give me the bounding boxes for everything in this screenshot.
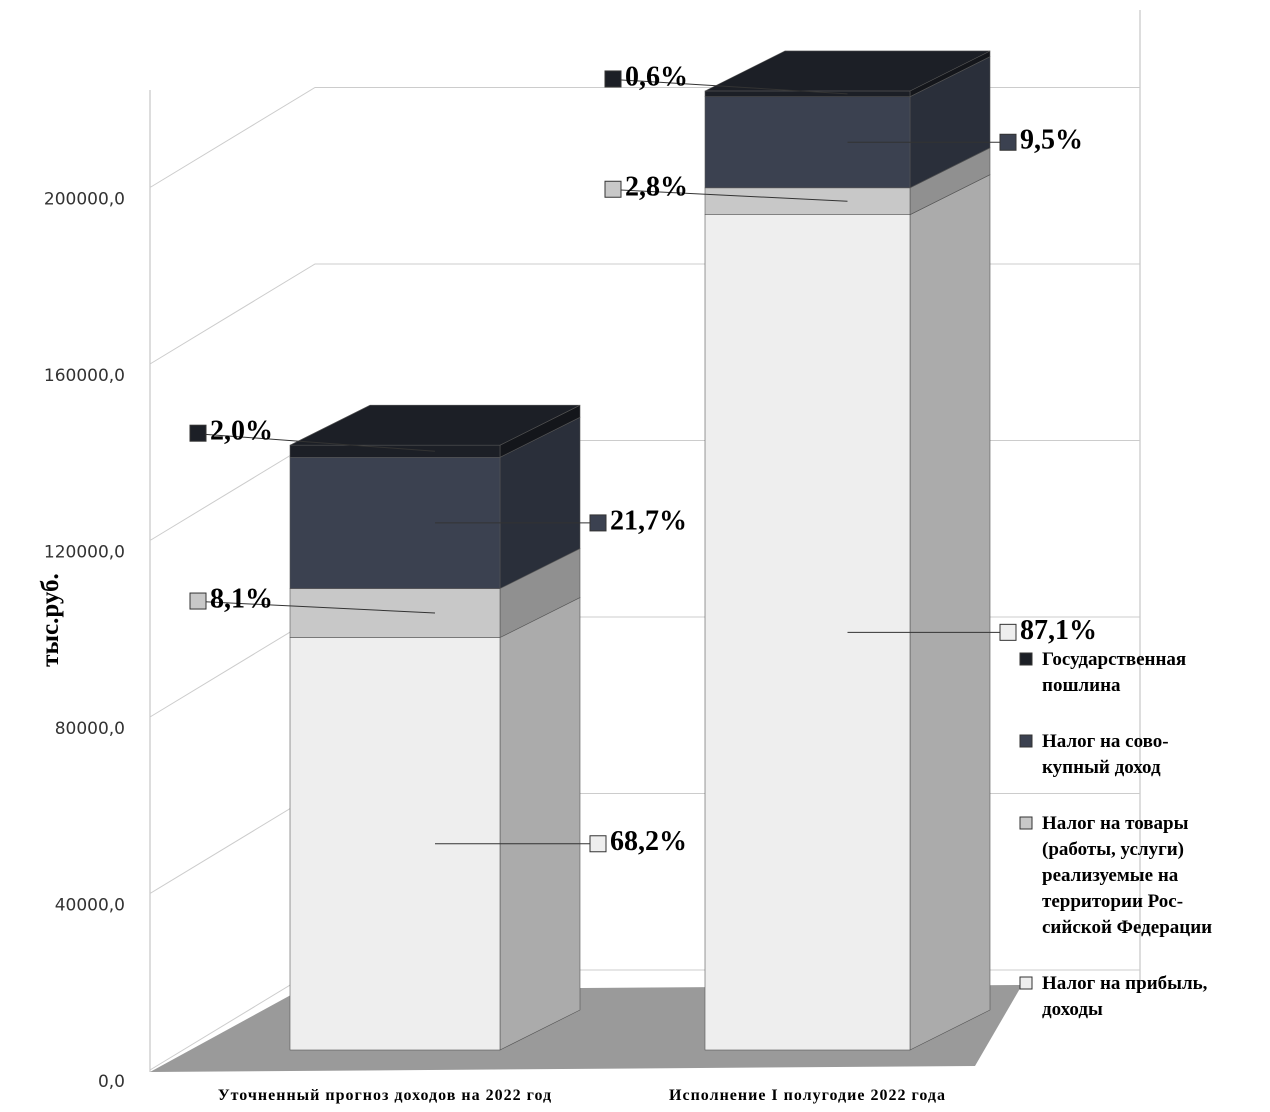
y-tick-label: 80000,0 xyxy=(55,719,125,739)
bar-segment xyxy=(704,56,991,189)
x-tick-label: Уточненный прогноз доходов на 2022 год xyxy=(218,1087,552,1104)
leader-line xyxy=(604,78,848,95)
bar-front xyxy=(289,444,501,458)
label-swatch xyxy=(189,424,207,442)
leader-line xyxy=(604,188,848,202)
bar-segment xyxy=(289,597,581,1051)
bar-segment xyxy=(704,50,991,98)
data-label: 0,6% xyxy=(625,61,688,92)
legend-swatch xyxy=(1019,976,1033,990)
leader-line xyxy=(189,600,436,614)
data-label: 2,8% xyxy=(625,172,688,203)
label-swatch xyxy=(604,70,622,88)
legend-swatch xyxy=(1019,652,1033,666)
data-label: 21,7% xyxy=(610,505,687,536)
y-tick-label: 0,0 xyxy=(98,1072,125,1092)
y-tick-label: 200000,0 xyxy=(44,190,125,210)
bar-front xyxy=(289,588,501,638)
label-swatch xyxy=(589,835,607,853)
x-tick-label: Исполнение I полугодие 2022 года xyxy=(669,1087,946,1104)
data-label: 8,1% xyxy=(210,583,273,614)
y-tick-label: 160000,0 xyxy=(44,366,125,386)
bar-front xyxy=(704,187,911,215)
label-swatch xyxy=(589,514,607,532)
legend-entry: Налог на товары (работы, услуги) реализуем… xyxy=(1042,813,1212,938)
legend-swatch xyxy=(1019,734,1033,748)
bar-segment xyxy=(289,548,581,639)
grid-line xyxy=(149,263,1140,365)
y-tick-label: 40000,0 xyxy=(55,896,125,916)
legend-entry: Государственная пошлина xyxy=(1042,649,1186,696)
data-label: 68,2% xyxy=(610,826,687,857)
data-label: 9,5% xyxy=(1020,125,1083,156)
bar-top xyxy=(704,50,991,92)
bar-top xyxy=(289,404,581,446)
legend-entry: Налог на прибыль, доходы xyxy=(1042,973,1208,1020)
label-swatch xyxy=(189,592,207,610)
bar-segment xyxy=(704,147,991,216)
data-label: 2,0% xyxy=(210,416,273,447)
legend-entry: Налог на сово-купный доход xyxy=(1042,731,1169,778)
data-label: 87,1% xyxy=(1020,615,1097,646)
bar-side xyxy=(909,174,991,1051)
bar-side xyxy=(499,597,581,1051)
bar-segment xyxy=(289,404,581,458)
label-swatch xyxy=(604,180,622,198)
y-axis-title: тыс.руб. xyxy=(37,573,64,667)
leader-line xyxy=(189,432,436,452)
bar-segment xyxy=(704,174,991,1051)
legend-swatch xyxy=(1019,816,1033,830)
label-swatch xyxy=(999,623,1017,641)
label-swatch xyxy=(999,133,1017,151)
y-tick-label: 120000,0 xyxy=(44,543,125,563)
